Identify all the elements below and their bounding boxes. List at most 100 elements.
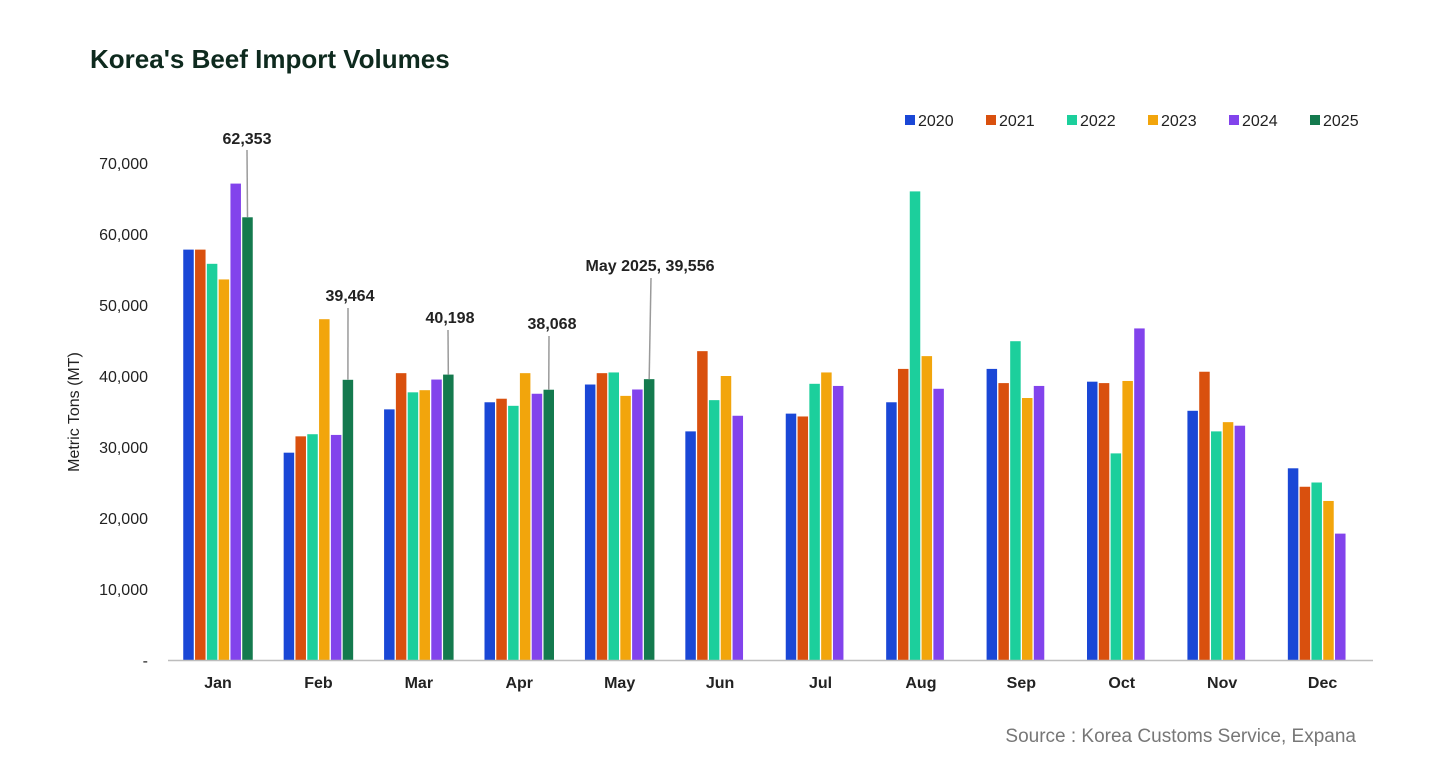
legend-swatch-2021 bbox=[986, 115, 996, 125]
bar-2025-Jan bbox=[242, 217, 253, 660]
bar-2022-Oct bbox=[1110, 453, 1122, 660]
bar-2023-May bbox=[620, 395, 631, 660]
legend-swatch-2023 bbox=[1148, 115, 1158, 125]
annotation-leader bbox=[648, 277, 652, 380]
bar-2023-Mar bbox=[419, 390, 430, 660]
bar-2021-May bbox=[596, 373, 608, 660]
legend-label-2022: 2022 bbox=[1080, 113, 1116, 130]
bar-2020-Jan bbox=[183, 249, 194, 660]
x-tick-label: Sep bbox=[1007, 675, 1037, 692]
x-tick-label: Mar bbox=[405, 675, 433, 692]
annotation-label: 38,068 bbox=[528, 316, 577, 333]
bar-2025-Apr bbox=[543, 389, 554, 660]
bar-2021-Mar bbox=[395, 373, 407, 660]
bar-2022-Apr bbox=[508, 405, 519, 660]
y-tick-label: 60,000 bbox=[99, 227, 148, 244]
x-tick-label: Aug bbox=[905, 675, 936, 692]
x-tick-label: Feb bbox=[304, 675, 333, 692]
bar-2023-Sep bbox=[1021, 398, 1033, 660]
bar-2023-Aug bbox=[921, 356, 933, 660]
bar-2022-Mar bbox=[407, 392, 419, 660]
y-tick-label: 50,000 bbox=[99, 298, 148, 315]
bar-2024-Jun bbox=[732, 415, 744, 660]
annotation-leader bbox=[246, 149, 249, 218]
bar-2022-Sep bbox=[1010, 341, 1021, 660]
bar-2022-May bbox=[608, 372, 620, 660]
annotation-label: 39,464 bbox=[326, 288, 375, 305]
bar-2025-Feb bbox=[342, 379, 354, 660]
bar-2021-Dec bbox=[1299, 486, 1311, 660]
y-axis-label: Metric Tons (MT) bbox=[66, 352, 83, 472]
y-tick-label: 10,000 bbox=[99, 582, 148, 599]
x-tick-label: May bbox=[604, 675, 635, 692]
bar-2024-Aug bbox=[933, 388, 944, 660]
y-tick-label: 30,000 bbox=[99, 440, 148, 457]
bar-2020-Feb bbox=[283, 452, 295, 660]
bar-2022-Jul bbox=[809, 383, 820, 660]
y-tick-label: 20,000 bbox=[99, 511, 148, 528]
y-axis-ticks: - 10,000 20,000 30,000 40,000 50,000 60,000 70,… bbox=[99, 156, 148, 670]
legend-swatch-2022 bbox=[1067, 115, 1077, 125]
chart-title: Korea's Beef Import Volumes bbox=[90, 44, 450, 74]
bar-2021-Feb bbox=[295, 436, 306, 660]
bar-2023-Jan bbox=[218, 279, 230, 660]
bar-2023-Jul bbox=[821, 372, 832, 660]
bar-2024-Oct bbox=[1134, 328, 1145, 660]
annotation-label: 40,198 bbox=[426, 310, 475, 327]
legend-label-2021: 2021 bbox=[999, 113, 1035, 130]
bar-2021-Apr bbox=[496, 398, 507, 660]
bar-2022-Jun bbox=[708, 400, 720, 660]
bar-2021-Nov bbox=[1199, 371, 1210, 660]
y-tick-label: 70,000 bbox=[99, 156, 148, 173]
bar-2020-Jun bbox=[685, 431, 696, 660]
bar-2022-Feb bbox=[307, 434, 318, 660]
bar-2023-Apr bbox=[519, 373, 531, 660]
bar-2024-Mar bbox=[431, 379, 442, 660]
x-tick-label: Jul bbox=[809, 675, 832, 692]
legend-label-2025: 2025 bbox=[1323, 113, 1359, 130]
bar-2021-Jan bbox=[195, 249, 206, 660]
bar-2021-Sep bbox=[998, 383, 1009, 660]
bar-2020-May bbox=[584, 384, 596, 660]
bar-2020-Dec bbox=[1287, 468, 1299, 660]
bar-2025-Mar bbox=[443, 374, 454, 660]
annotation-label: May 2025, 39,556 bbox=[586, 258, 715, 275]
bar-2021-Aug bbox=[897, 368, 909, 660]
y-tick-label: - bbox=[143, 653, 148, 670]
bar-2024-Dec bbox=[1335, 533, 1346, 660]
bar-2023-Jun bbox=[720, 376, 732, 660]
legend-swatch-2024 bbox=[1229, 115, 1239, 125]
bar-2022-Nov bbox=[1211, 431, 1222, 660]
bar-2024-Jul bbox=[832, 385, 844, 660]
series-2025 bbox=[242, 217, 655, 660]
bar-2020-Nov bbox=[1187, 410, 1198, 660]
bar-2025-May bbox=[643, 379, 655, 660]
x-tick-label: Apr bbox=[505, 675, 533, 692]
annotations: 62,353 39,464 40,198 38,068 May 2025, 39,556 bbox=[223, 131, 715, 390]
series-2022 bbox=[206, 191, 1322, 660]
bar-2020-Aug bbox=[886, 402, 897, 660]
legend-label-2024: 2024 bbox=[1242, 113, 1278, 130]
series-2020 bbox=[183, 249, 1299, 660]
bar-2021-Jul bbox=[797, 416, 809, 660]
x-tick-label: Jun bbox=[706, 675, 734, 692]
bar-2022-Aug bbox=[909, 191, 921, 660]
series-2023 bbox=[218, 279, 1334, 660]
bar-2024-May bbox=[632, 389, 643, 660]
x-tick-label: Dec bbox=[1308, 675, 1337, 692]
annotation-label: 62,353 bbox=[223, 131, 272, 148]
bar-2020-Oct bbox=[1087, 381, 1098, 660]
bar-2023-Dec bbox=[1323, 500, 1334, 660]
bar-series bbox=[183, 183, 1346, 660]
series-2021 bbox=[195, 249, 1311, 660]
legend-label-2020: 2020 bbox=[918, 113, 954, 130]
bar-2024-Apr bbox=[531, 393, 543, 660]
bar-2021-Oct bbox=[1098, 383, 1110, 660]
source-note: Source : Korea Customs Service, Expana bbox=[1005, 726, 1356, 747]
bar-2020-Apr bbox=[484, 402, 495, 660]
bar-2023-Nov bbox=[1222, 422, 1234, 660]
bar-2023-Oct bbox=[1122, 380, 1133, 660]
x-tick-label: Nov bbox=[1207, 675, 1237, 692]
bar-2023-Feb bbox=[319, 319, 330, 660]
